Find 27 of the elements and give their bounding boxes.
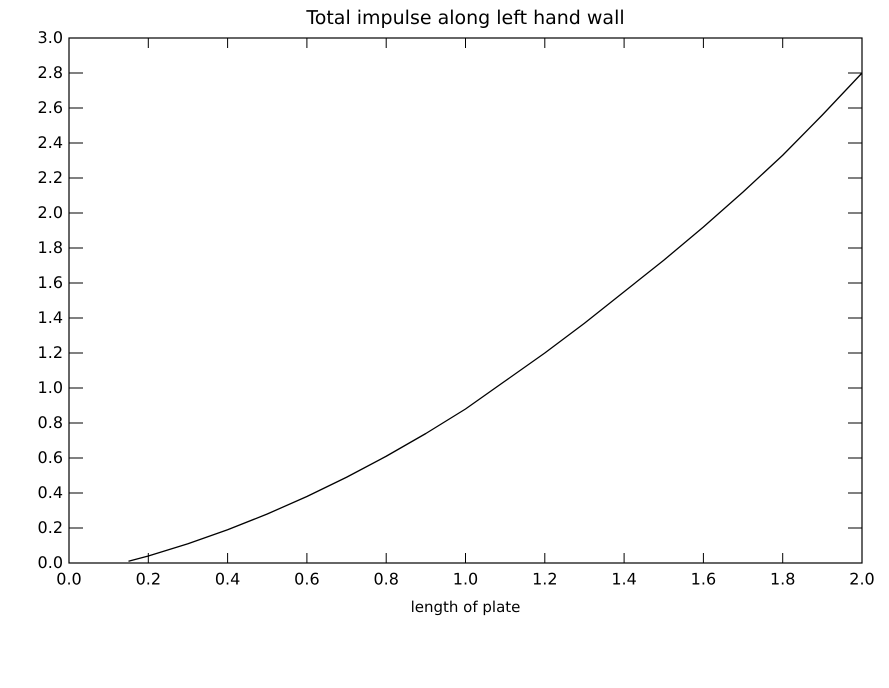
y-tick-label: 1.4 — [38, 308, 63, 328]
y-tick-label: 0.6 — [38, 448, 63, 468]
y-tick-label: 2.8 — [38, 63, 63, 82]
y-tick-label: 1.2 — [38, 343, 63, 362]
x-tick-label: 0.8 — [373, 569, 399, 588]
y-tick-label: 2.6 — [38, 98, 63, 118]
y-tick-label: 2.4 — [38, 133, 63, 152]
y-tick-label: 1.0 — [38, 378, 63, 398]
y-tick-label: 0.2 — [38, 518, 63, 538]
x-tick-label: 1.4 — [611, 569, 637, 588]
x-tick-label: 0.6 — [294, 569, 320, 588]
y-tick-label: 0.4 — [38, 483, 63, 502]
y-tick-label: 2.2 — [38, 168, 63, 188]
x-tick-label: 0.2 — [136, 569, 162, 588]
y-tick-label: 3.0 — [38, 28, 63, 48]
y-tick-label: 1.6 — [38, 273, 63, 292]
y-tick-label: 1.8 — [38, 238, 63, 258]
x-tick-label: 1.6 — [690, 569, 716, 588]
x-tick-label: 1.0 — [452, 569, 478, 588]
x-tick-label: 0.4 — [214, 569, 240, 588]
x-tick-label: 1.2 — [532, 569, 558, 588]
x-tick-label: 1.8 — [770, 569, 796, 588]
y-tick-label: 2.0 — [38, 203, 63, 222]
chart-title: Total impulse along left hand wall — [305, 7, 625, 29]
x-axis-title: length of plate — [410, 598, 520, 616]
x-tick-label: 2.0 — [849, 569, 875, 588]
y-tick-label: 0.8 — [38, 413, 63, 432]
